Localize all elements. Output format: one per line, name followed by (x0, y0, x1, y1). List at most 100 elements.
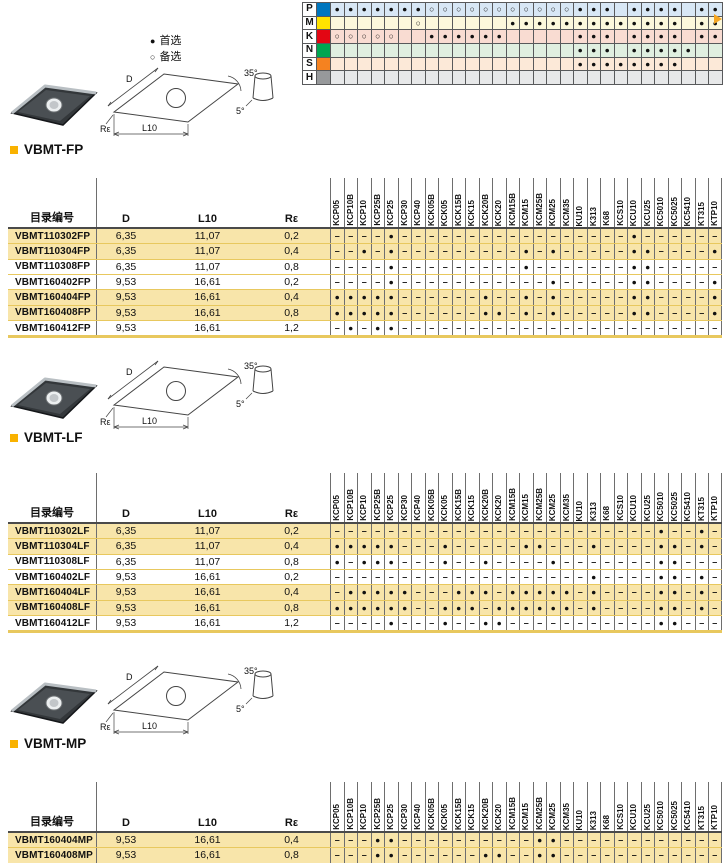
preferred-grade-dot: ● (667, 615, 682, 631)
grade-dash: – (397, 554, 412, 569)
grade-dash: – (438, 524, 452, 539)
iso-empty-cell (412, 30, 426, 45)
grade-label: K68 (602, 815, 612, 830)
iso-empty-cell (614, 71, 628, 86)
iso-empty-cell (695, 44, 709, 58)
grade-label: K68 (602, 506, 612, 521)
grade-dash: – (708, 600, 722, 615)
iso-alternate-circle: ○ (452, 3, 466, 17)
grade-column-header: KCP10 (357, 473, 371, 522)
grade-dash: – (397, 615, 412, 631)
dim-re-value: 0,2 (284, 525, 299, 538)
grade-dash: – (478, 833, 493, 848)
iso-alternate-circle: ○ (493, 3, 507, 17)
grade-dash: – (519, 554, 533, 569)
grade-column-header: KC5010 (654, 782, 668, 831)
grade-column-header: K68 (600, 782, 614, 831)
grade-label: KCP30 (399, 804, 409, 830)
grade-column-header: KCK20 (492, 782, 506, 831)
grade-dash: – (330, 274, 344, 290)
grade-dash: – (681, 848, 695, 863)
iso-preferred-dot: ● (601, 3, 615, 17)
preferred-grade-dot: ● (330, 305, 344, 320)
preferred-grade-dot: ● (532, 539, 547, 554)
grade-column-header: KCU10 (627, 473, 641, 522)
grade-label: KCK15B (453, 797, 463, 830)
grade-column-header: KCM15 (519, 178, 533, 227)
preferred-grade-dot: ● (357, 305, 371, 320)
grade-dash: – (411, 524, 425, 539)
preferred-grade-dot: ● (505, 600, 520, 615)
preferred-grade-dot: ● (546, 274, 560, 290)
grade-dash: – (694, 848, 709, 863)
grade-label: KCU25 (642, 803, 652, 830)
preferred-grade-dot: ● (627, 305, 641, 320)
angle-label-35: 35° (244, 361, 258, 371)
iso-empty-cell (479, 44, 493, 58)
grade-dash: – (667, 290, 682, 305)
grade-dash: – (559, 539, 574, 554)
preferred-grade-dot: ● (384, 290, 398, 305)
iso-alternate-circle: ○ (344, 30, 358, 45)
grade-dash: – (465, 569, 479, 585)
grade-dash: – (370, 569, 385, 585)
dim-l10-value: 11,07 (194, 525, 221, 538)
grade-label: KC5410 (683, 196, 693, 226)
iso-application-grid: P ● ● ● ● ● ● ● ○ ○ ○ ○ ○ ○ ○ ○ ○ ○ ○ ● ● ● ● ● ● ● ● ● M ○ ● ● ● ● ● ● ● ● ● ●… (302, 2, 723, 86)
grade-column-header: KCM15 (519, 782, 533, 831)
dim-l10-value: 16,61 (194, 586, 221, 599)
iso-row-color-swatch (317, 16, 331, 31)
grade-dash: – (654, 320, 668, 336)
iso-empty-cell (520, 71, 534, 86)
iso-empty-cell (331, 44, 345, 58)
grade-dash: – (532, 259, 547, 274)
grade-dash: – (505, 539, 520, 554)
grade-dash: – (681, 569, 695, 585)
grade-dash: – (613, 585, 628, 600)
grade-dash: – (357, 833, 371, 848)
grade-dash: – (505, 244, 520, 259)
title-square-icon (10, 145, 18, 154)
preferred-grade-dot: ● (532, 848, 547, 863)
iso-preferred-dot: ● (668, 16, 682, 31)
grade-dash: – (438, 259, 452, 274)
grade-dash: – (681, 833, 695, 848)
iso-row-letter: P (303, 3, 317, 17)
iso-preferred-dot: ● (533, 16, 547, 31)
grade-column-header: KCP05 (330, 473, 344, 522)
grade-dash: – (330, 848, 344, 863)
column-header-l10: L10 (198, 508, 217, 520)
grade-dash: – (694, 615, 709, 631)
iso-preferred-dot: ● (628, 57, 642, 72)
grade-column-header: KT315 (694, 178, 708, 227)
grade-dash: – (357, 615, 371, 631)
iso-empty-cell (614, 3, 628, 17)
grade-label: K313 (588, 810, 598, 830)
grade-dash: – (573, 585, 587, 600)
iso-row-color-swatch (317, 44, 331, 58)
grade-dash: – (600, 585, 614, 600)
preferred-grade-dot: ● (370, 600, 385, 615)
catalog-number: VBMT160408LF (8, 600, 97, 615)
grade-label: KCM15B (507, 797, 517, 830)
iso-empty-cell (331, 57, 345, 72)
grade-dash: – (411, 585, 425, 600)
iso-empty-cell (682, 30, 696, 45)
grade-dash: – (478, 229, 493, 244)
grade-dash: – (519, 833, 533, 848)
grade-label: KCU10 (629, 803, 639, 830)
open-dot-icon: ○ (150, 52, 156, 62)
preferred-grade-dot: ● (586, 569, 601, 585)
grade-dash: – (667, 274, 682, 290)
dim-d-value: 9,53 (115, 571, 137, 584)
grade-dash: – (573, 833, 587, 848)
section-title-vbmt-lf: VBMT-LF (10, 430, 83, 445)
grade-label: KCM25 (548, 802, 558, 830)
grade-dash: – (573, 259, 587, 274)
iso-preferred-dot: ● (601, 57, 615, 72)
iso-empty-cell (695, 71, 709, 86)
iso-empty-cell (439, 16, 453, 31)
grade-dash: – (343, 229, 358, 244)
grade-dash: – (465, 524, 479, 539)
